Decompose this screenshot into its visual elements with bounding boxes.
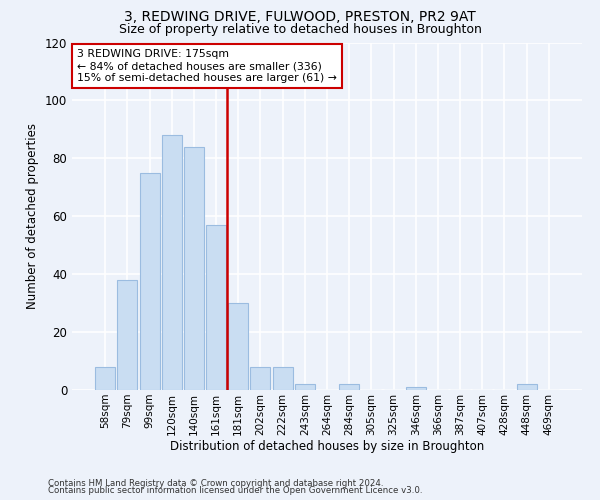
Bar <box>517 384 536 390</box>
Bar <box>118 280 137 390</box>
Text: Size of property relative to detached houses in Broughton: Size of property relative to detached ho… <box>119 22 481 36</box>
X-axis label: Distribution of detached houses by size in Broughton: Distribution of detached houses by size … <box>170 440 484 454</box>
Bar <box>272 367 293 390</box>
Text: 3 REDWING DRIVE: 175sqm
← 84% of detached houses are smaller (336)
15% of semi-d: 3 REDWING DRIVE: 175sqm ← 84% of detache… <box>77 50 337 82</box>
Bar <box>206 225 226 390</box>
Text: Contains HM Land Registry data © Crown copyright and database right 2024.: Contains HM Land Registry data © Crown c… <box>48 478 383 488</box>
Text: 3, REDWING DRIVE, FULWOOD, PRESTON, PR2 9AT: 3, REDWING DRIVE, FULWOOD, PRESTON, PR2 … <box>124 10 476 24</box>
Bar <box>95 367 115 390</box>
Text: Contains public sector information licensed under the Open Government Licence v3: Contains public sector information licen… <box>48 486 422 495</box>
Bar <box>339 384 359 390</box>
Bar <box>184 147 204 390</box>
Bar <box>162 135 182 390</box>
Bar <box>295 384 315 390</box>
Bar <box>228 303 248 390</box>
Bar <box>250 367 271 390</box>
Bar <box>406 387 426 390</box>
Bar <box>140 173 160 390</box>
Y-axis label: Number of detached properties: Number of detached properties <box>26 123 39 309</box>
